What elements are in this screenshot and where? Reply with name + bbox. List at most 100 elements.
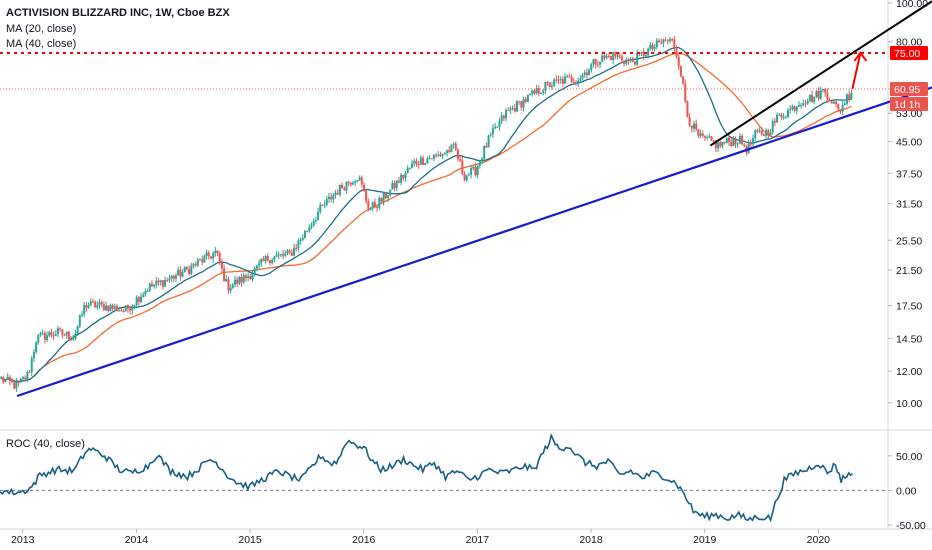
candle-body [806,101,809,104]
candle-body [393,183,396,189]
candle [393,180,396,192]
candle-body [155,280,158,285]
candle-body [362,184,365,192]
candle [223,264,226,282]
candle-body [317,211,320,220]
candle [168,274,171,283]
candle [574,79,577,86]
candle [743,143,746,148]
roc-legend[interactable]: ROC (40, close) [6,437,85,451]
candle [441,153,444,160]
candle-body [96,305,99,308]
candle-body [89,301,92,306]
candle-body [30,358,33,373]
candle [540,92,543,95]
candle [343,186,346,192]
candle [839,109,842,115]
candle-body [126,305,129,309]
candle-body [717,142,720,149]
candle-body [596,64,599,66]
candle-body [762,134,765,136]
candle [159,279,162,286]
candle-body [760,130,763,135]
candle-body [26,372,29,380]
candle [85,302,88,312]
chart-title: ACTIVISION BLIZZARD INC, 1W, Cboe BZX [6,6,230,20]
candle-body [491,128,494,135]
ma40-legend[interactable]: MA (40, close) [6,37,76,51]
candle [338,184,341,197]
candle [550,81,553,90]
candle-body [358,177,361,180]
candle-body [391,183,394,190]
candle [35,340,38,355]
candle [317,207,320,221]
candle [413,158,416,167]
candle-body [668,39,671,42]
candle [4,379,7,383]
candle [137,295,140,306]
candle [583,69,586,78]
candle [476,164,479,179]
candle-body [734,138,737,145]
candle [693,120,696,133]
candle [231,282,234,290]
candle [826,88,829,103]
candle-body [771,121,774,133]
candle [738,132,741,144]
candle [553,77,556,87]
candle [135,295,138,307]
candle [561,75,564,88]
candle [284,250,287,258]
candle [61,328,64,339]
candle [8,374,11,386]
candle [271,258,274,265]
candle-body [209,256,212,259]
candle [174,272,177,283]
candle-body [813,96,816,102]
candle-body [150,283,153,287]
candle-body [776,114,779,123]
candle [172,274,175,283]
candle [782,113,785,120]
candle-body [767,130,770,136]
roc-tick-label: 50.00 [896,451,922,463]
candle [21,375,24,382]
candle [498,117,501,131]
candle [426,156,429,165]
candle-body [203,255,206,263]
candle [76,325,79,336]
candle-body [566,76,569,78]
candle [299,237,302,245]
candle [819,86,822,101]
candle [494,122,497,130]
candle [533,88,536,95]
candle [415,158,418,167]
candle-body [78,315,81,327]
candle-body [238,276,241,284]
candle-body [540,93,543,95]
candle-body [636,52,639,65]
candle-body [695,123,698,130]
candle-body [736,143,739,145]
candle [629,56,632,63]
candle [682,75,685,86]
candle-body [832,101,835,104]
candle [634,60,637,66]
candle [419,155,422,166]
candle-body [555,79,558,81]
candle [546,80,549,86]
candle [697,128,700,139]
candle [253,266,256,277]
candle-body [341,184,344,189]
ma20-line [0,46,852,382]
candle [821,88,824,93]
candle [647,47,650,59]
candle-body [135,297,138,306]
ma20-legend[interactable]: MA (20, close) [6,22,76,36]
candle [599,61,602,69]
candle-body [675,49,678,57]
time-tick-label: 2015 [238,534,262,546]
candle [688,113,691,127]
